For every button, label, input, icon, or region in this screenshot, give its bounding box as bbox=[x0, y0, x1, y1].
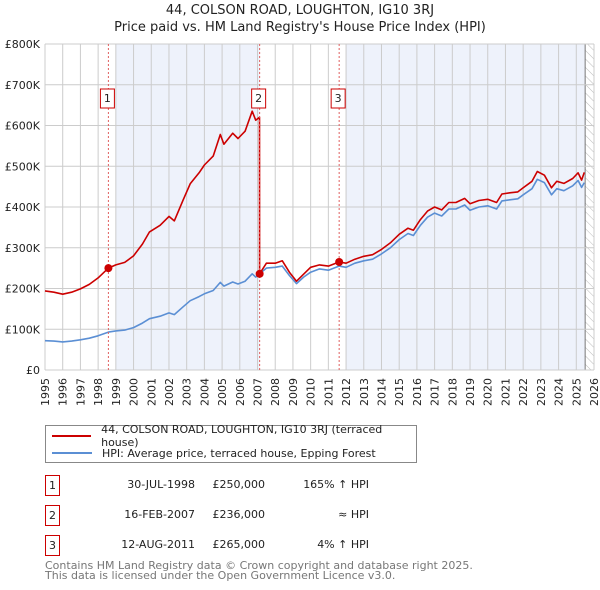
sale-hpi-relative: 4% ↑ HPI bbox=[317, 538, 369, 551]
sale-label: 1 bbox=[104, 92, 111, 105]
sale-label-box bbox=[99, 88, 115, 109]
x-tick-label: 2017 bbox=[429, 378, 442, 406]
legend-label: 44, COLSON ROAD, LOUGHTON, IG10 3RJ (ter… bbox=[101, 423, 383, 449]
x-tick-label: 2024 bbox=[553, 378, 566, 406]
sale-badge: 2 bbox=[45, 505, 60, 526]
x-tick-label: 1996 bbox=[57, 378, 70, 406]
sale-label-box bbox=[251, 88, 267, 109]
sale-date: 30-JUL-1998 bbox=[127, 478, 195, 491]
y-tick-label: £600K bbox=[5, 120, 41, 133]
x-tick-label: 2004 bbox=[198, 378, 211, 406]
chart-subtitle: Price paid vs. HM Land Registry's House … bbox=[114, 20, 486, 35]
x-tick-label: 1995 bbox=[39, 378, 52, 406]
x-tick-label: 2003 bbox=[181, 378, 194, 406]
x-tick-label: 2021 bbox=[499, 378, 512, 406]
sale-point bbox=[335, 258, 344, 267]
x-tick-label: 2016 bbox=[411, 378, 424, 406]
x-tick-label: 1998 bbox=[92, 378, 105, 406]
x-tick-label: 1999 bbox=[110, 378, 123, 406]
legend-label: HPI: Average price, terraced house, Eppi… bbox=[102, 446, 376, 460]
y-tick-label: £500K bbox=[5, 160, 41, 173]
hpi-series-line bbox=[44, 178, 585, 343]
licence-note: This data is licensed under the Open Gov… bbox=[45, 569, 396, 582]
sale-hpi-relative: ≈ HPI bbox=[338, 508, 369, 521]
x-tick-label: 2018 bbox=[446, 378, 459, 406]
x-tick-label: 2010 bbox=[305, 378, 318, 406]
sale-label-box bbox=[330, 88, 346, 109]
y-tick-label: £100K bbox=[5, 323, 41, 336]
x-tick-label: 2022 bbox=[517, 378, 530, 406]
legend: 44, COLSON ROAD, LOUGHTON, IG10 3RJ (ter… bbox=[45, 423, 417, 463]
copyright-note: Contains HM Land Registry data © Crown c… bbox=[45, 559, 473, 572]
legend-item-hpi: HPI: Average price, terraced house, Eppi… bbox=[52, 445, 376, 461]
sale-price: £265,000 bbox=[212, 538, 266, 551]
x-tick-label: 2011 bbox=[322, 378, 335, 406]
sale-point bbox=[255, 269, 264, 278]
y-tick-label: £200K bbox=[5, 283, 41, 296]
x-tick-label: 1997 bbox=[74, 378, 87, 406]
x-tick-label: 2025 bbox=[570, 378, 583, 406]
sale-price: £250,000 bbox=[212, 478, 266, 491]
sale-date: 16-FEB-2007 bbox=[124, 508, 195, 521]
sale-label: 2 bbox=[255, 92, 262, 105]
x-tick-label: 2002 bbox=[163, 378, 176, 406]
x-tick-label: 2001 bbox=[145, 378, 158, 406]
sale-date: 12-AUG-2011 bbox=[121, 538, 195, 551]
chart-title: 44, COLSON ROAD, LOUGHTON, IG10 3RJ bbox=[165, 3, 435, 18]
x-tick-label: 2007 bbox=[252, 378, 265, 406]
legend-item-property: 44, COLSON ROAD, LOUGHTON, IG10 3RJ (ter… bbox=[52, 423, 416, 449]
x-tick-label: 2012 bbox=[340, 378, 353, 406]
x-tick-label: 2000 bbox=[128, 378, 141, 406]
x-tick-label: 2008 bbox=[269, 378, 282, 406]
x-tick-label: 2015 bbox=[393, 378, 406, 406]
x-tick-label: 2013 bbox=[358, 378, 371, 406]
x-tick-label: 2005 bbox=[216, 378, 229, 406]
property-line-swatch bbox=[52, 435, 92, 437]
y-tick-label: £700K bbox=[5, 79, 41, 92]
y-tick-label: £0 bbox=[26, 364, 40, 377]
price-chart: 1995 1996 1997 1998 1999 2000 2001 2002 2003 2004… bbox=[5, 38, 600, 406]
x-tick-label: 2026 bbox=[588, 378, 600, 406]
x-tick-label: 2020 bbox=[482, 378, 495, 406]
y-tick-label: £800K bbox=[5, 38, 41, 51]
property-series-line bbox=[44, 110, 586, 296]
sale-point bbox=[104, 264, 113, 273]
x-tick-label: 2019 bbox=[464, 378, 477, 406]
hpi-line-swatch bbox=[52, 452, 92, 454]
x-tick-label: 2009 bbox=[287, 378, 300, 406]
sale-badge: 3 bbox=[45, 535, 60, 556]
sale-hpi-relative: 165% ↑ HPI bbox=[303, 478, 369, 491]
footer: Contains HM Land Registry data © Crown c… bbox=[45, 559, 473, 582]
sale-label: 3 bbox=[335, 92, 342, 105]
y-tick-label: £400K bbox=[5, 201, 41, 214]
x-tick-label: 2014 bbox=[375, 378, 388, 406]
x-tick-label: 2006 bbox=[234, 378, 247, 406]
sale-price: £236,000 bbox=[212, 508, 266, 521]
y-tick-label: £300K bbox=[5, 242, 41, 255]
sale-badge: 1 bbox=[45, 475, 60, 496]
x-tick-label: 2023 bbox=[535, 378, 548, 406]
